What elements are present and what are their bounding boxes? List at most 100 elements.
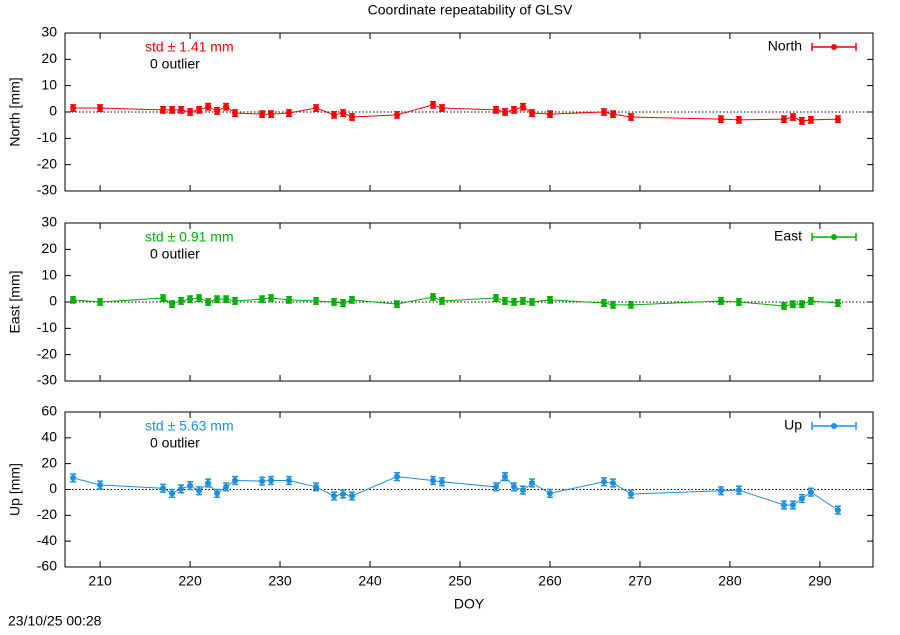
- data-point: [169, 301, 176, 308]
- annotation: 0 outlier: [150, 56, 200, 72]
- data-point: [528, 480, 535, 487]
- y-axis-label: North [mm]: [7, 77, 23, 146]
- legend-marker: [831, 234, 837, 240]
- data-point: [223, 103, 230, 110]
- data-point: [798, 495, 805, 502]
- data-point: [259, 296, 266, 303]
- legend-label: Up: [784, 417, 802, 433]
- data-point: [600, 478, 607, 485]
- data-point: [546, 296, 553, 303]
- data-point: [439, 478, 446, 485]
- data-point: [834, 300, 841, 307]
- timestamp: 23/10/25 00:28: [8, 613, 102, 629]
- data-point: [501, 473, 508, 480]
- data-point: [223, 296, 230, 303]
- data-point: [394, 111, 401, 118]
- data-point: [600, 109, 607, 115]
- data-point: [169, 106, 176, 113]
- annotation: 0 outlier: [150, 435, 200, 451]
- data-point: [789, 301, 796, 308]
- data-point: [340, 491, 347, 498]
- y-tick-label: -60: [37, 558, 57, 574]
- data-point: [214, 107, 221, 114]
- data-point: [789, 502, 796, 508]
- data-point: [492, 483, 499, 490]
- y-tick-label: 40: [41, 429, 57, 445]
- y-axis-label: Up [mm]: [7, 463, 23, 516]
- y-tick-label: 20: [41, 454, 57, 470]
- data-point: [735, 487, 742, 494]
- data-point: [214, 296, 221, 303]
- data-point: [187, 296, 194, 303]
- y-tick-label: 0: [49, 480, 57, 496]
- data-point: [735, 299, 742, 305]
- data-point: [519, 103, 526, 110]
- y-tick-label: -30: [37, 372, 57, 388]
- data-point: [717, 297, 724, 304]
- data-point: [205, 103, 212, 110]
- y-tick-label: 30: [41, 24, 57, 40]
- data-point: [313, 483, 320, 490]
- data-point: [178, 106, 185, 113]
- data-point: [834, 116, 841, 123]
- annotation: std ± 1.41 mm: [145, 39, 234, 55]
- data-point: [70, 296, 77, 303]
- data-point: [807, 297, 814, 304]
- x-tick-label: 260: [538, 573, 562, 589]
- x-tick-label: 210: [88, 573, 112, 589]
- x-tick-label: 280: [718, 573, 742, 589]
- data-point: [510, 106, 517, 113]
- legend-marker: [831, 423, 837, 429]
- data-point: [331, 492, 338, 499]
- data-point: [205, 480, 212, 487]
- data-point: [97, 105, 104, 112]
- data-point: [609, 480, 616, 487]
- data-point: [349, 492, 356, 499]
- data-point: [546, 490, 553, 497]
- data-point: [528, 299, 535, 305]
- x-tick-label: 230: [268, 573, 292, 589]
- y-tick-label: 20: [41, 50, 57, 66]
- data-point: [187, 109, 194, 115]
- data-point: [600, 300, 607, 307]
- data-point: [807, 489, 814, 496]
- y-axis-label: East [mm]: [7, 270, 23, 333]
- y-tick-label: 10: [41, 266, 57, 282]
- data-point: [492, 295, 499, 302]
- data-point: [286, 296, 293, 303]
- data-point: [510, 483, 517, 490]
- data-point: [169, 490, 176, 497]
- x-tick-label: 290: [808, 573, 832, 589]
- data-point: [259, 478, 266, 485]
- data-point: [160, 106, 167, 113]
- data-point: [232, 477, 239, 484]
- annotation: std ± 0.91 mm: [145, 229, 234, 245]
- y-tick-label: 0: [49, 293, 57, 309]
- data-point: [268, 295, 275, 302]
- data-point: [735, 116, 742, 123]
- data-point: [789, 114, 796, 121]
- data-point: [439, 105, 446, 112]
- data-point: [717, 116, 724, 123]
- data-point: [214, 490, 221, 497]
- data-point: [97, 299, 104, 305]
- data-point: [627, 301, 634, 308]
- data-point: [430, 293, 437, 300]
- data-point: [331, 299, 338, 305]
- data-point: [349, 114, 356, 121]
- data-point: [340, 300, 347, 307]
- data-point: [97, 481, 104, 488]
- y-tick-label: 60: [41, 403, 57, 419]
- y-tick-label: -20: [37, 345, 57, 361]
- data-point: [259, 111, 266, 118]
- data-point: [807, 116, 814, 123]
- y-tick-label: -20: [37, 506, 57, 522]
- data-point: [160, 485, 167, 492]
- data-point: [349, 296, 356, 303]
- x-tick-label: 240: [358, 573, 382, 589]
- data-point: [492, 106, 499, 113]
- data-point: [717, 487, 724, 494]
- data-point: [196, 106, 203, 113]
- chart-title: Coordinate repeatability of GLSV: [368, 2, 573, 18]
